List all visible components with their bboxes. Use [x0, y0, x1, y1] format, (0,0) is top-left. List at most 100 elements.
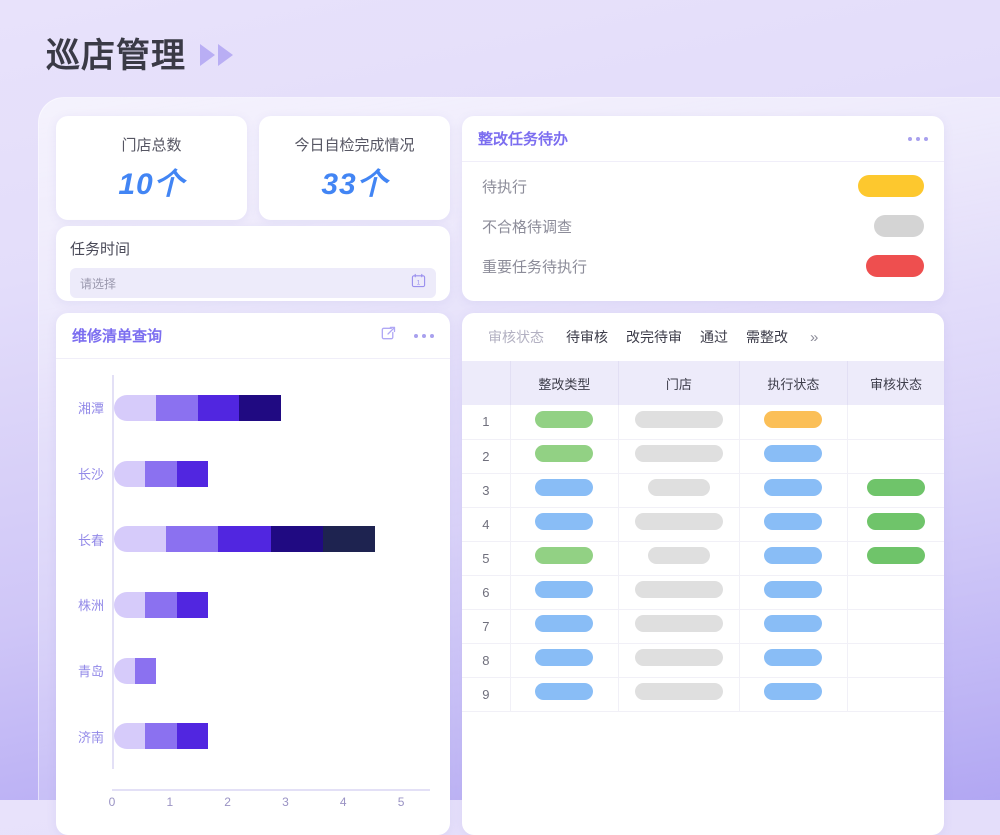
status-pill — [647, 547, 710, 564]
table-cell — [510, 473, 620, 508]
table-row[interactable]: 3 — [462, 473, 944, 508]
status-pill — [764, 547, 823, 564]
status-pill — [764, 649, 823, 666]
bar-stack[interactable] — [114, 591, 286, 618]
x-axis-tick: 0 — [108, 795, 116, 809]
bar-segment — [155, 394, 198, 421]
table-header-cell: 整改类型 — [510, 361, 620, 405]
filter-tab[interactable]: 改完待审 — [626, 329, 682, 345]
share-export-icon[interactable] — [379, 324, 398, 348]
filter-more-icon[interactable]: » — [810, 328, 819, 346]
todo-count-pill — [874, 215, 924, 237]
bar-segment — [270, 526, 323, 553]
chart-card-title: 维修清单查询 — [72, 328, 163, 345]
bar-segment — [239, 394, 282, 421]
stat-value: 10个 — [118, 167, 185, 201]
status-pill — [647, 479, 710, 496]
table-row-index: 6 — [462, 575, 511, 610]
table-cell — [739, 609, 849, 644]
status-pill — [867, 547, 926, 564]
table-cell — [618, 507, 740, 542]
table-row[interactable]: 7 — [462, 609, 944, 644]
table-cell — [510, 575, 620, 610]
bar-category-label: 长春 — [77, 532, 104, 548]
todo-list: 待执行不合格待调查 重要任务待执行 — [462, 162, 944, 286]
x-axis-tick: 2 — [224, 795, 231, 809]
status-pill — [535, 479, 594, 496]
bar-segment — [114, 591, 146, 618]
table-header-cell: 审核状态 — [847, 361, 944, 405]
rectify-todo-card: 整改任务待办 待执行不合格待调查 重要任务待执行 — [462, 116, 944, 301]
table-cell — [618, 439, 740, 474]
bar-segment — [218, 526, 271, 553]
status-pill — [634, 513, 723, 530]
table-row[interactable]: 8 — [462, 643, 944, 678]
table-row[interactable]: 9 — [462, 677, 944, 712]
x-axis: 0 1 2 3 4 5 — [108, 789, 430, 809]
table-cell — [739, 405, 849, 440]
task-time-label: 任务时间 — [70, 241, 131, 258]
bar-category-label: 长沙 — [77, 467, 104, 483]
todo-row[interactable]: 不合格待调查 — [482, 206, 924, 246]
table-row-index: 7 — [462, 609, 511, 644]
todo-card-title: 整改任务待办 — [478, 131, 569, 148]
table-cell — [739, 643, 849, 678]
table-row[interactable]: 4 — [462, 507, 944, 542]
bar-stack[interactable] — [114, 460, 286, 487]
bar-row: 长沙 — [64, 440, 430, 507]
table-row[interactable]: 6 — [462, 575, 944, 610]
bar-segment — [114, 526, 167, 553]
bar-track — [112, 572, 430, 638]
bar-category-label: 湘潭 — [77, 401, 104, 417]
table-cell — [510, 507, 620, 542]
table-header-index — [462, 361, 511, 405]
task-time-input[interactable]: 请选择 1 — [70, 268, 436, 298]
table-cell — [847, 575, 944, 610]
stat-card-stores: 门店总数 10个 — [56, 116, 247, 220]
status-pill — [764, 513, 823, 530]
more-dots-icon[interactable] — [908, 136, 928, 141]
todo-row[interactable]: 待执行 — [482, 166, 924, 206]
table-cell — [847, 541, 944, 576]
table-cell — [739, 677, 849, 712]
bar-stack[interactable] — [114, 723, 286, 750]
stat-label: 今日自检完成情况 — [294, 136, 415, 154]
status-pill — [535, 581, 594, 598]
stat-label: 门店总数 — [121, 136, 182, 154]
page-title: 巡店管理 — [46, 37, 186, 75]
calendar-icon[interactable]: 1 — [411, 273, 426, 293]
x-axis-tick: 5 — [397, 795, 405, 809]
todo-row[interactable]: 重要任务待执行 — [482, 246, 924, 286]
page-header: 巡店管理 — [46, 28, 233, 77]
filter-tab[interactable]: 待审核 — [566, 329, 608, 345]
table-cell — [510, 439, 620, 474]
x-axis-tick: 1 — [166, 795, 174, 809]
table-row[interactable]: 2 — [462, 439, 944, 474]
bar-stack[interactable] — [114, 526, 401, 553]
filter-tab[interactable]: 需整改 — [746, 329, 788, 345]
status-pill — [764, 683, 823, 700]
bar-segment — [114, 657, 135, 684]
more-dots-icon[interactable] — [414, 333, 434, 338]
horizontal-stacked-bar-chart: 湘潭 长沙 长春 株洲 青岛 济南 0 1 2 3 4 5 — [64, 375, 430, 825]
table-cell — [739, 575, 849, 610]
filter-label: 审核状态 — [488, 329, 544, 345]
chart-card-header: 维修清单查询 — [56, 313, 450, 359]
filter-tab[interactable]: 通过 — [700, 329, 728, 345]
status-pill — [535, 547, 594, 564]
table-header-cell: 执行状态 — [739, 361, 849, 405]
table-row[interactable]: 1 — [462, 405, 944, 440]
bar-stack[interactable] — [114, 657, 229, 684]
bar-category-label: 青岛 — [77, 664, 104, 680]
table-row[interactable]: 5 — [462, 541, 944, 576]
task-time-placeholder: 请选择 — [80, 276, 117, 291]
table-header-row: 整改类型 门店 执行状态 审核状态 — [462, 361, 944, 405]
table-cell — [510, 609, 620, 644]
bar-row: 湘潭 — [64, 375, 430, 441]
table-cell — [510, 405, 620, 440]
table-row-index: 3 — [462, 473, 511, 508]
todo-label: 待执行 — [482, 178, 528, 196]
filter-bar: 审核状态 待审核 改完待审 通过 需整改 » — [462, 313, 944, 361]
bar-stack[interactable] — [114, 394, 344, 421]
